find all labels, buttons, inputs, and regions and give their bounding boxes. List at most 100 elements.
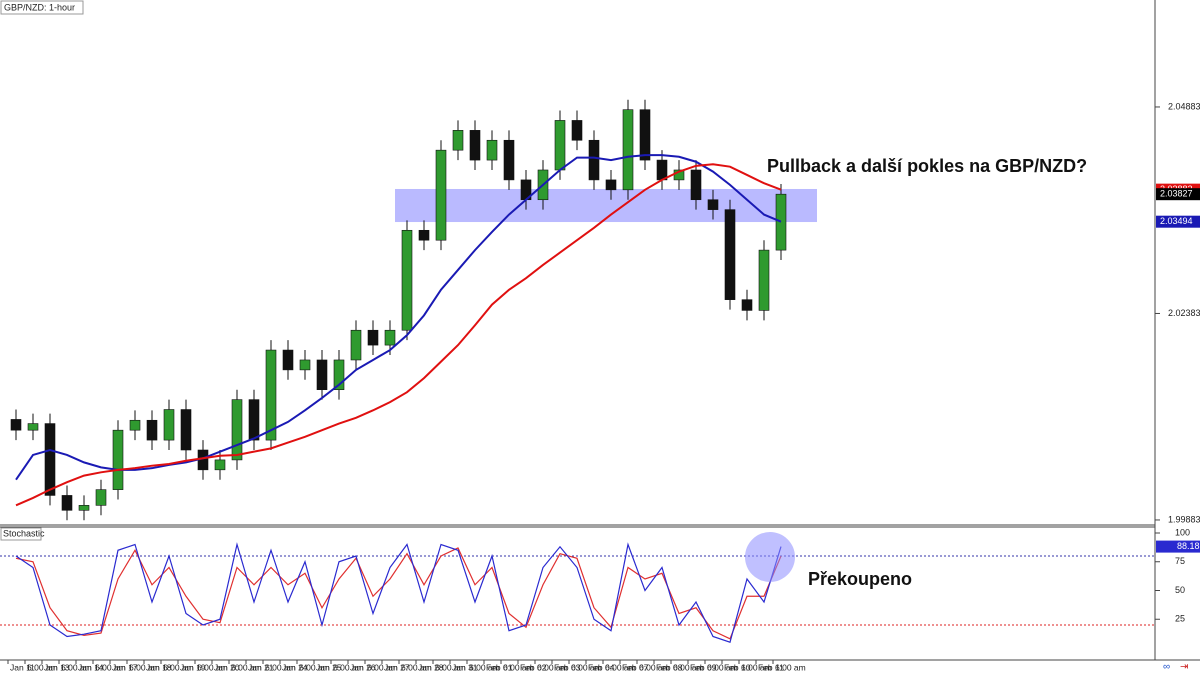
x-tick-label: Jan 21 — [248, 662, 274, 672]
candle-body — [248, 399, 260, 441]
candle-body — [622, 109, 634, 191]
x-tick-label: Feb 07 — [622, 662, 649, 672]
x-tick-label: 6:00 am — [27, 662, 58, 672]
stochastic-line — [15, 547, 782, 640]
x-tick-label: Feb 02 — [520, 662, 547, 672]
x-tick-label: 6:00 am — [265, 662, 296, 672]
x-tick-label: Jan 27 — [384, 662, 410, 672]
x-tick-label: 6:00 am — [605, 662, 636, 672]
x-tick-label: Feb 01 — [486, 662, 513, 672]
icon: ∞ — [1163, 662, 1170, 673]
candle-body — [418, 229, 430, 241]
y-tick-label: 2.02383 — [1168, 308, 1200, 318]
x-tick-label: 6:00 am — [333, 662, 364, 672]
candle-body — [10, 419, 22, 431]
y-tick-label: 2.04883 — [1168, 101, 1200, 111]
price-tag-label: 2.03827 — [1160, 189, 1193, 199]
x-tick-label: Jan 13 — [44, 662, 70, 672]
candle-body — [146, 419, 158, 441]
x-tick-label: Feb 10 — [724, 662, 751, 672]
candle-body — [282, 349, 294, 371]
candle-body — [350, 329, 362, 361]
indicator-title: Stochastic — [3, 528, 45, 538]
x-tick-label: 6:00 am — [95, 662, 126, 672]
x-tick-label: Jan 18 — [146, 662, 172, 672]
candle-body — [588, 139, 600, 181]
candle-body — [469, 130, 481, 161]
candle-body — [724, 209, 736, 300]
x-tick-label: 6:00 am — [61, 662, 92, 672]
candle-body — [707, 199, 719, 210]
x-tick-label: 6:00 am — [469, 662, 500, 672]
x-tick-label: Feb 08 — [656, 662, 683, 672]
y-tick-label: 75 — [1175, 556, 1185, 566]
candle-body — [401, 229, 413, 331]
x-tick-label: Jan 20 — [214, 662, 240, 672]
x-tick-label: 6:00 am — [741, 662, 772, 672]
candle-body — [163, 409, 175, 441]
candle-body — [605, 179, 617, 191]
highlight-circle — [745, 532, 795, 582]
y-tick-label: 25 — [1175, 614, 1185, 624]
x-tick-label: 6:00 am — [197, 662, 228, 672]
x-tick-label: 6:00 am — [503, 662, 534, 672]
moving-average — [15, 163, 782, 507]
candle-body — [333, 359, 345, 391]
candle-body — [231, 399, 243, 461]
x-tick-label: 6:00 am — [367, 662, 398, 672]
value-tag-label: 88.18 — [1177, 541, 1200, 551]
corner-icons: ∞ ⇥ — [1163, 662, 1188, 673]
y-tick-label: 1.99883 — [1168, 514, 1200, 524]
icon: ⇥ — [1180, 662, 1188, 673]
candle-body — [367, 329, 379, 346]
candle-body — [129, 419, 141, 431]
x-tick-label: 6:00 am — [775, 662, 806, 672]
annotation: Překoupeno — [808, 569, 912, 589]
x-tick-label: 6:00 am — [707, 662, 738, 672]
candle-body — [112, 429, 124, 490]
candle-body — [758, 249, 770, 311]
candle-body — [656, 159, 668, 181]
moving-average — [15, 154, 782, 481]
x-tick-label: Feb 03 — [554, 662, 581, 672]
candle-body — [503, 139, 515, 181]
candle-body — [78, 505, 90, 511]
x-tick-label: 6:00 am — [673, 662, 704, 672]
x-tick-label: 6:00 am — [571, 662, 602, 672]
x-tick-label: Jan 24 — [282, 662, 308, 672]
indicator-box — [0, 527, 42, 541]
x-tick-label: Feb 04 — [588, 662, 615, 672]
x-tick-label: 6:00 am — [163, 662, 194, 672]
stochastic-line — [15, 542, 782, 644]
zone — [395, 188, 817, 223]
candle-body — [741, 299, 753, 311]
candle-body — [44, 423, 56, 496]
x-tick-label: 6:00 am — [435, 662, 466, 672]
title-box — [0, 0, 84, 15]
candle-body — [486, 139, 498, 161]
candle-body — [265, 349, 277, 441]
x-tick-label: Feb 11 — [758, 662, 784, 672]
x-tick-label: Feb 09 — [690, 662, 717, 672]
candle-body — [180, 409, 192, 451]
candle-body — [554, 120, 566, 171]
y-tick-label: 100 — [1175, 527, 1190, 537]
candle-body — [452, 130, 464, 151]
candle-body — [95, 489, 107, 506]
candle-body — [690, 169, 702, 201]
candle-body — [214, 459, 226, 471]
candle-body — [435, 149, 447, 241]
x-tick-label: 6:00 am — [401, 662, 432, 672]
candle-body — [775, 193, 787, 251]
x-tick-label: 6:00 am — [129, 662, 160, 672]
candle-body — [384, 329, 396, 346]
x-tick-label: 6:00 am — [537, 662, 568, 672]
price-tag-label: 2.03494 — [1160, 216, 1193, 226]
annotation: Pullback a další pokles na GBP/NZD? — [767, 156, 1087, 176]
x-tick-label: Jan 28 — [418, 662, 444, 672]
x-tick-label: Jan 19 — [180, 662, 206, 672]
x-tick-label: Jan 31 — [452, 662, 478, 672]
candle-body — [571, 120, 583, 141]
